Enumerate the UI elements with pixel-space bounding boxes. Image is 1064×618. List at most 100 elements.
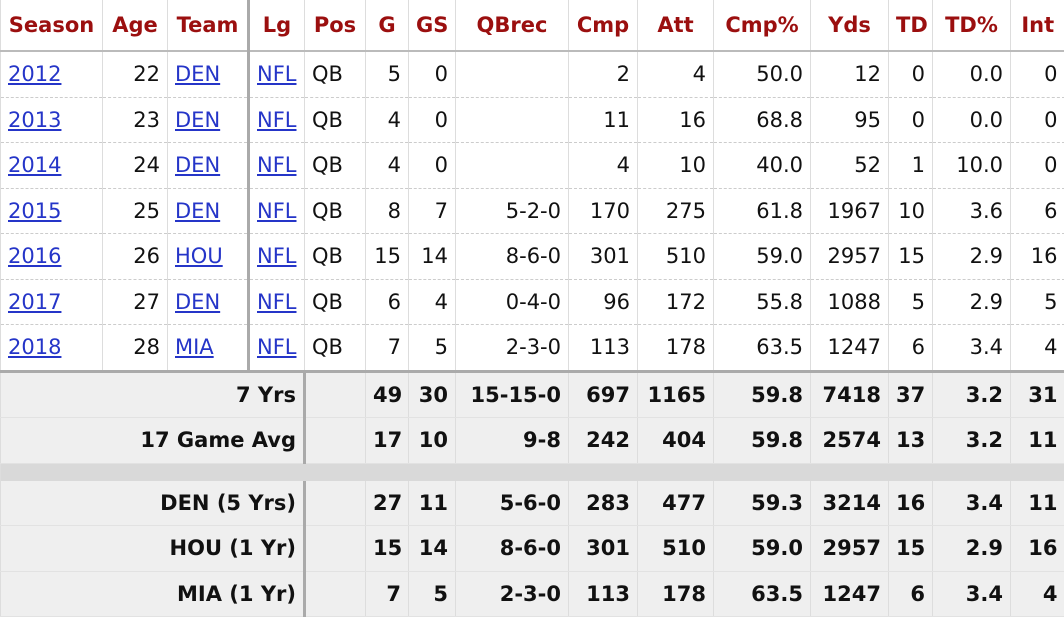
cell: MIA	[167, 324, 250, 372]
cell: 6	[1010, 188, 1064, 234]
cell-link[interactable]: 2012	[8, 62, 62, 87]
empty-cell	[304, 369, 366, 418]
cell: 2014	[0, 142, 103, 189]
cell: 10	[888, 188, 933, 234]
cell: 3214	[810, 480, 889, 526]
empty-cell	[455, 97, 569, 143]
cell-link[interactable]: 2013	[8, 107, 62, 132]
cell: 2	[568, 51, 638, 98]
cell: QB	[304, 51, 366, 98]
cell: 301	[568, 233, 638, 280]
cell: 697	[568, 369, 638, 418]
cell: 5	[408, 324, 456, 372]
cell: 4	[365, 97, 409, 143]
cell-link[interactable]: DEN	[175, 198, 221, 223]
summary-label: MIA (1 Yr)	[0, 571, 306, 617]
cell: 0	[408, 142, 456, 189]
cell: 170	[568, 188, 638, 234]
cell: 8-6-0	[455, 525, 569, 572]
cell: DEN	[167, 279, 250, 325]
cell: DEN	[167, 97, 250, 143]
cell-link[interactable]: HOU	[175, 244, 223, 269]
cell: 50.0	[713, 51, 811, 98]
cell-link[interactable]: DEN	[175, 289, 221, 314]
column-header: Cmp	[568, 0, 638, 52]
summary-row: HOU (1 Yr) 15 14 8-6-0 301 510 59.0 2957 15 2.9 16	[0, 525, 1064, 572]
cell: QB	[304, 279, 366, 325]
column-header: Yds	[810, 0, 889, 52]
summary-row: 17 Game Avg 17 10 9-8 242 404 59.8 2574 13 3.2 11	[0, 417, 1064, 464]
cell: 17	[365, 417, 409, 464]
cell: 0	[408, 97, 456, 143]
cell: 8-6-0	[455, 233, 569, 280]
cell: QB	[304, 188, 366, 234]
cell: 95	[810, 97, 889, 143]
cell-link[interactable]: NFL	[257, 62, 297, 87]
cell-link[interactable]: NFL	[257, 335, 297, 360]
cell: 61.8	[713, 188, 811, 234]
cell-link[interactable]: 2017	[8, 289, 62, 314]
cell-link[interactable]: DEN	[175, 107, 221, 132]
cell: 10.0	[932, 142, 1011, 189]
cell: 510	[637, 233, 714, 280]
season-row: 2018 28 MIA NFL QB 7 5 2-3-0 113 178 63.5 1247 6 3.4 4	[0, 324, 1064, 372]
cell: 10	[408, 417, 456, 464]
cell: 10	[637, 142, 714, 189]
cell: 40.0	[713, 142, 811, 189]
cell-link[interactable]: NFL	[257, 244, 297, 269]
cell: 301	[568, 525, 638, 572]
cell: 59.0	[713, 525, 811, 572]
cell: QB	[304, 233, 366, 280]
cell: 0	[888, 51, 933, 98]
cell: 2.9	[932, 279, 1011, 325]
season-row: 2015 25 DEN NFL QB 8 7 5-2-0 170 275 61.8 1967 10 3.6…	[0, 188, 1064, 234]
summary-row: 7 Yrs 49 30 15-15-0 697 1165 59.8 7418 37 3.2 31	[0, 369, 1064, 418]
cell: 113	[568, 324, 638, 372]
spacer-row	[0, 463, 1064, 481]
cell: NFL	[248, 97, 305, 143]
cell: 1	[888, 142, 933, 189]
cell: 2-3-0	[455, 324, 569, 372]
column-header: Cmp%	[713, 0, 811, 52]
cell: 7	[365, 571, 409, 617]
cell-link[interactable]: DEN	[175, 153, 221, 178]
cell: NFL	[248, 51, 305, 98]
cell: 7	[408, 188, 456, 234]
cell-link[interactable]: 2018	[8, 335, 62, 360]
cell: 0-4-0	[455, 279, 569, 325]
cell: 4	[408, 279, 456, 325]
cell-link[interactable]: NFL	[257, 107, 297, 132]
cell: 11	[408, 480, 456, 526]
cell: DEN	[167, 188, 250, 234]
cell: 16	[1010, 525, 1064, 572]
summary-label: HOU (1 Yr)	[0, 525, 306, 572]
cell: 15-15-0	[455, 369, 569, 418]
cell: 178	[637, 324, 714, 372]
cell: 275	[637, 188, 714, 234]
cell-link[interactable]: MIA	[175, 335, 214, 360]
cell-link[interactable]: DEN	[175, 62, 221, 87]
cell: 9-8	[455, 417, 569, 464]
cell: 283	[568, 480, 638, 526]
cell: NFL	[248, 279, 305, 325]
cell-link[interactable]: 2014	[8, 153, 62, 178]
cell: 59.8	[713, 417, 811, 464]
header-row: Season Age Team Lg Pos G GS QBrec Cmp Att Cmp% Yds T…	[0, 0, 1064, 52]
column-header: GS	[408, 0, 456, 52]
cell: 0	[888, 97, 933, 143]
cell-link[interactable]: NFL	[257, 198, 297, 223]
cell: 178	[637, 571, 714, 617]
cell-link[interactable]: NFL	[257, 153, 297, 178]
cell: 2-3-0	[455, 571, 569, 617]
cell-link[interactable]: 2016	[8, 244, 62, 269]
cell: 242	[568, 417, 638, 464]
cell: 3.4	[932, 571, 1011, 617]
cell: 16	[637, 97, 714, 143]
cell: 5	[408, 571, 456, 617]
season-row: 2013 23 DEN NFL QB 4 0 11 16 68.8 95 0 0.0 0	[0, 97, 1064, 143]
cell-link[interactable]: 2015	[8, 198, 62, 223]
cell: 1967	[810, 188, 889, 234]
cell: 3.6	[932, 188, 1011, 234]
cell: 0	[1010, 142, 1064, 189]
cell-link[interactable]: NFL	[257, 289, 297, 314]
